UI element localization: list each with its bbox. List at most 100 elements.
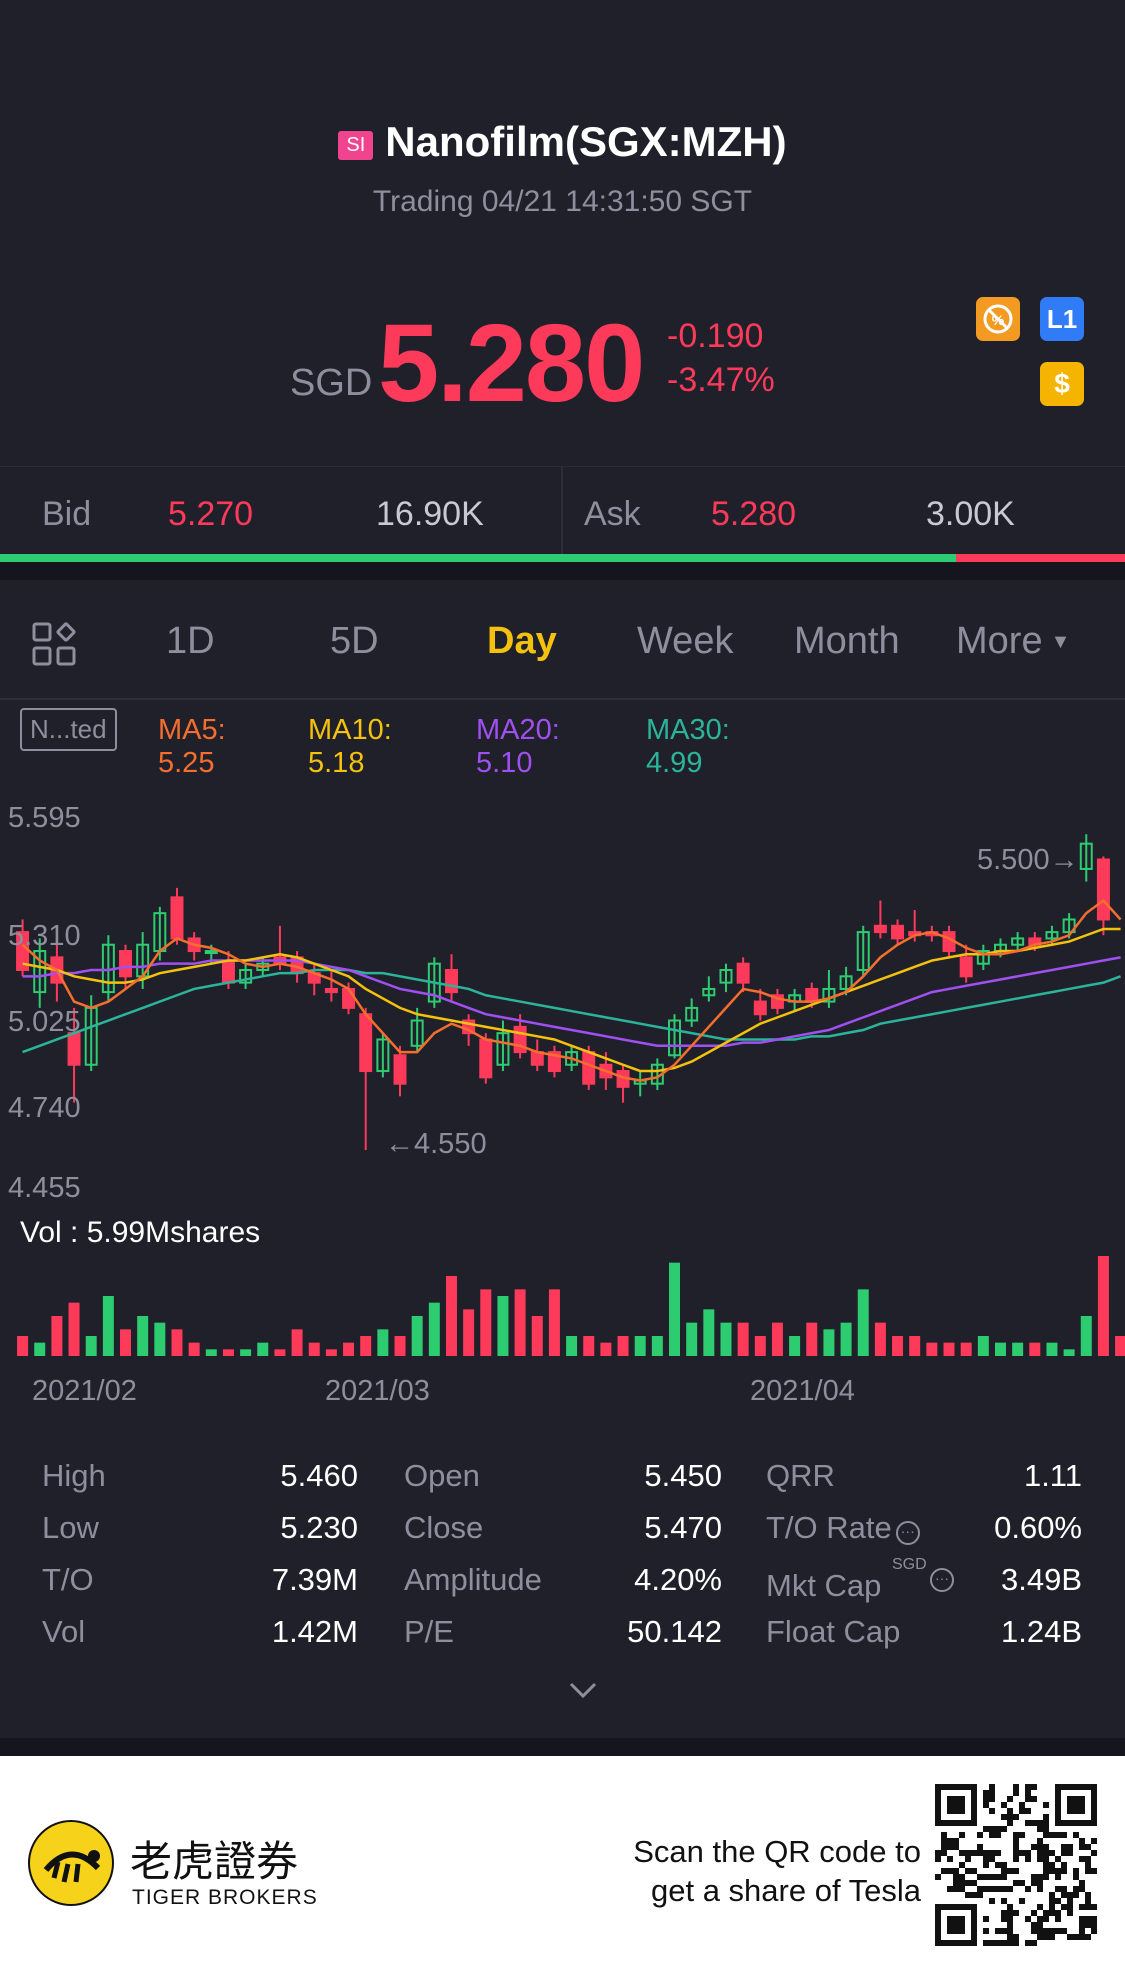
volume-bar bbox=[1029, 1342, 1041, 1356]
qr-module bbox=[1055, 1928, 1061, 1934]
qr-module bbox=[1073, 1892, 1079, 1898]
qr-module bbox=[1037, 1874, 1043, 1880]
qr-module bbox=[947, 1868, 953, 1874]
y-tick-label: 4.740 bbox=[8, 1092, 81, 1124]
qr-module bbox=[989, 1808, 995, 1814]
volume-bar bbox=[17, 1336, 29, 1356]
volume-bar bbox=[909, 1336, 921, 1356]
qr-module bbox=[1031, 1784, 1037, 1790]
qr-module bbox=[1031, 1940, 1037, 1946]
qr-module bbox=[1025, 1784, 1031, 1790]
candle-body bbox=[33, 950, 47, 994]
qr-module bbox=[1031, 1844, 1037, 1850]
qr-module bbox=[1019, 1880, 1025, 1886]
qr-module bbox=[1019, 1808, 1025, 1814]
tab-5d[interactable]: 5D bbox=[330, 620, 379, 662]
stat-close-label: Close bbox=[404, 1510, 484, 1545]
volume-bar bbox=[1097, 1256, 1109, 1356]
volume-bar bbox=[531, 1316, 543, 1356]
candle-body bbox=[702, 987, 716, 997]
candle-body bbox=[513, 1025, 527, 1054]
qr-module bbox=[947, 1844, 953, 1850]
qr-module bbox=[1061, 1904, 1067, 1910]
tab-month[interactable]: Month bbox=[794, 620, 900, 662]
qr-module bbox=[1091, 1850, 1097, 1856]
qr-module bbox=[965, 1880, 971, 1886]
qr-module bbox=[989, 1832, 995, 1838]
volume-bar bbox=[857, 1289, 869, 1356]
volume-bar bbox=[720, 1322, 732, 1356]
qr-module bbox=[1079, 1880, 1085, 1886]
candle-body bbox=[410, 1019, 424, 1047]
candle-body bbox=[496, 1032, 510, 1066]
candle-body bbox=[736, 962, 750, 984]
qr-module bbox=[1043, 1874, 1049, 1880]
qr-module bbox=[1061, 1892, 1067, 1898]
candle-body bbox=[959, 956, 973, 978]
promo-line-2: get a share of Tesla bbox=[651, 1873, 921, 1908]
candle-body bbox=[324, 987, 338, 994]
volume-bar bbox=[51, 1316, 63, 1356]
volume-bar bbox=[686, 1322, 698, 1356]
tab-week[interactable]: Week bbox=[637, 620, 734, 662]
adjustment-toggle[interactable]: N...ted bbox=[20, 708, 117, 751]
qr-module bbox=[1037, 1922, 1043, 1928]
volume-bar bbox=[669, 1262, 681, 1356]
tab-1d[interactable]: 1D bbox=[166, 620, 215, 662]
stat-mktcap-value: 3.49B bbox=[1000, 1562, 1082, 1597]
candle-body bbox=[1045, 931, 1059, 940]
level1-icon[interactable]: L1 bbox=[1040, 297, 1084, 341]
low-annotation: ←4.550 bbox=[385, 1128, 487, 1160]
volume-bar bbox=[85, 1336, 97, 1356]
ma5-value: MA5: 5.25 bbox=[158, 714, 226, 779]
qr-module bbox=[1055, 1910, 1061, 1916]
candlestick-chart[interactable] bbox=[0, 780, 1125, 1400]
stat-low-label: Low bbox=[42, 1510, 99, 1545]
dollar-icon[interactable]: $ bbox=[1040, 362, 1084, 406]
layout-grid-icon[interactable] bbox=[32, 622, 76, 671]
qr-module bbox=[977, 1886, 983, 1892]
qr-module bbox=[1049, 1868, 1055, 1874]
volume-bar bbox=[497, 1296, 509, 1356]
qr-module bbox=[1031, 1928, 1037, 1934]
qr-module bbox=[1067, 1934, 1073, 1940]
qr-module bbox=[1091, 1928, 1097, 1934]
volume-bar bbox=[137, 1316, 149, 1356]
qr-module bbox=[1001, 1898, 1007, 1904]
qr-module bbox=[1043, 1844, 1049, 1850]
qr-module bbox=[1025, 1916, 1031, 1922]
qr-module bbox=[1067, 1850, 1073, 1856]
tab-more[interactable]: More ▼ bbox=[956, 620, 1070, 663]
volume-bar bbox=[68, 1302, 80, 1356]
qr-module bbox=[1043, 1910, 1049, 1916]
more-info-icon[interactable]: ··· bbox=[895, 1521, 920, 1545]
candle-body bbox=[547, 1051, 561, 1073]
qr-module bbox=[1037, 1826, 1043, 1832]
ask-price: 5.280 bbox=[711, 495, 797, 533]
volume-bar bbox=[257, 1342, 269, 1356]
no-short-icon[interactable]: % bbox=[976, 297, 1020, 341]
expand-chevron-icon[interactable] bbox=[567, 1680, 599, 1705]
promo-text: Scan the QR code to get a share of Tesla bbox=[633, 1832, 921, 1910]
volume-bar bbox=[171, 1329, 183, 1356]
candle-body bbox=[359, 1013, 373, 1073]
qr-code bbox=[935, 1784, 1097, 1946]
qr-module bbox=[1013, 1934, 1019, 1940]
candle-body bbox=[873, 924, 887, 934]
period-tabs: 1D 5D Day Week Month More ▼ bbox=[0, 600, 1125, 700]
qr-module bbox=[1031, 1874, 1037, 1880]
qr-module bbox=[1043, 1850, 1049, 1856]
stat-high-value: 5.460 bbox=[280, 1458, 358, 1493]
qr-module bbox=[971, 1880, 977, 1886]
qr-module bbox=[1091, 1868, 1097, 1874]
more-info-icon[interactable]: ··· bbox=[930, 1568, 954, 1592]
ask-label: Ask bbox=[584, 495, 641, 533]
volume-bar bbox=[428, 1302, 440, 1356]
qr-module bbox=[935, 1874, 941, 1880]
tab-day[interactable]: Day bbox=[487, 620, 557, 662]
candle-body bbox=[839, 975, 853, 990]
qr-module bbox=[965, 1856, 971, 1862]
volume-bar bbox=[274, 1349, 286, 1356]
candle-body bbox=[221, 959, 235, 984]
stat-open-label: Open bbox=[404, 1458, 480, 1493]
